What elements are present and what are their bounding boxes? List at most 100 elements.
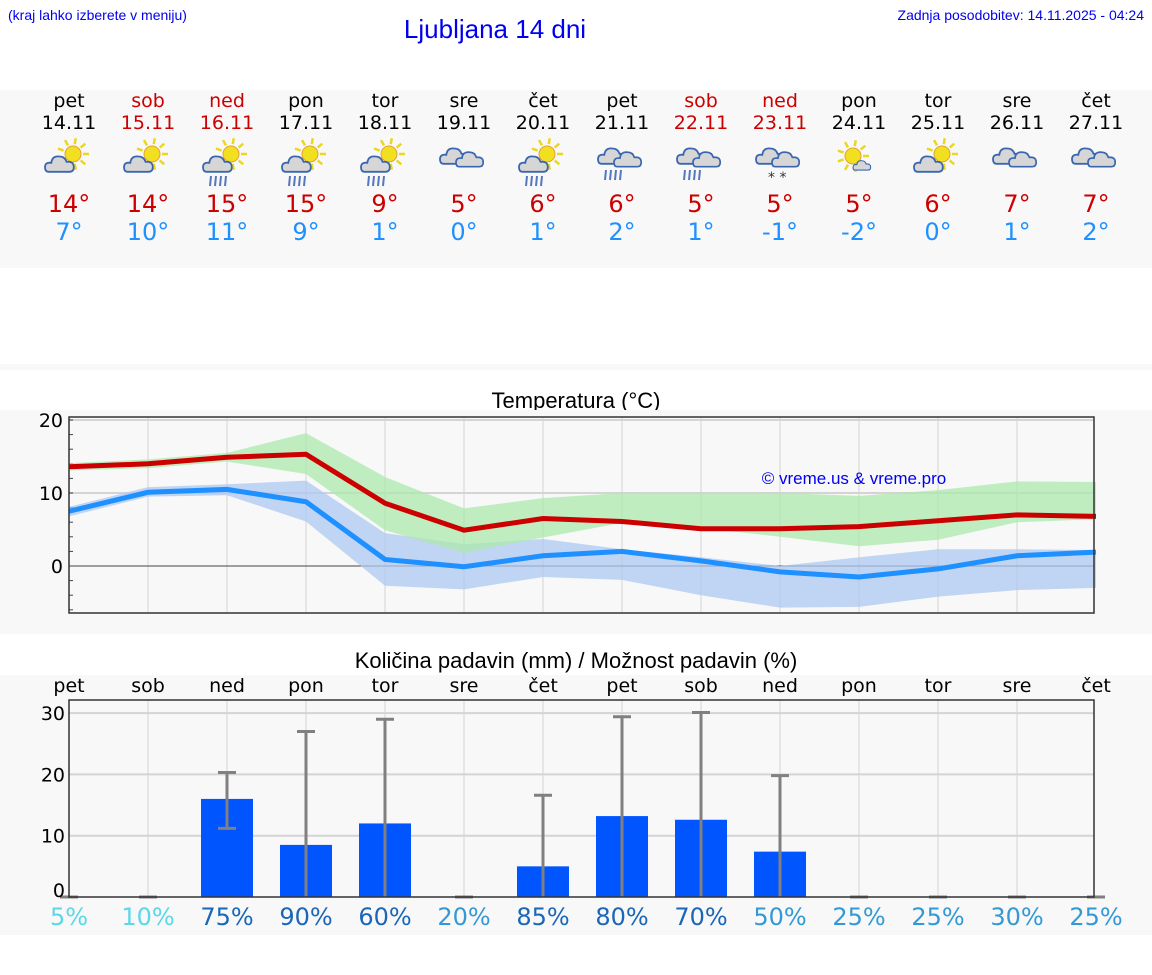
precip-probability: 25% (1069, 903, 1123, 931)
day-name: tor (924, 90, 952, 112)
precip-day-label: sob (131, 675, 165, 697)
y-tick-label: 30 (41, 703, 65, 725)
partly-cloudy-rain-icon (346, 138, 425, 188)
min-temp: 1° (371, 218, 399, 246)
y-tick-label: 10 (41, 826, 65, 848)
cloudy-icon (425, 138, 504, 188)
precip-day-label: sob (684, 675, 718, 697)
partly-cloudy-rain-icon (267, 138, 346, 188)
day-column: čet 27.11 7° 2° (1057, 90, 1136, 246)
max-temp: 9° (371, 190, 399, 218)
day-column: sre 26.11 7° 1° (978, 90, 1057, 246)
day-date: 25.11 (910, 112, 966, 134)
precip-chart-panel (0, 675, 1152, 935)
precip-day-label: ned (209, 675, 245, 697)
precip-day-label: pet (53, 675, 85, 697)
day-date: 22.11 (673, 112, 729, 134)
day-date: 18.11 (357, 112, 413, 134)
min-temp: 10° (126, 218, 170, 246)
max-temp: 6° (924, 190, 952, 218)
min-temp: 0° (450, 218, 478, 246)
precip-chart-title: Količina padavin (mm) / Možnost padavin … (354, 648, 798, 673)
max-temp: 14° (47, 190, 91, 218)
last-update: Zadnja posodobitev: 14.11.2025 - 04:24 (897, 7, 1144, 23)
min-temp: 1° (687, 218, 715, 246)
precip-day-label: čet (528, 675, 558, 697)
precip-day-label: čet (1081, 675, 1111, 697)
day-name: čet (1081, 90, 1111, 112)
day-date: 20.11 (515, 112, 571, 134)
max-temp-line (68, 451, 1097, 533)
partly-cloudy-rain-icon (504, 138, 583, 188)
min-temp: 0° (924, 218, 952, 246)
max-temp: 6° (608, 190, 636, 218)
precip-day-label: sre (1002, 675, 1032, 697)
max-temp: 5° (687, 190, 715, 218)
min-temp: 9° (292, 218, 320, 246)
day-column: pet 14.11 14° 7° (30, 90, 109, 246)
min-temp: -2° (841, 218, 877, 246)
y-tick-label: 20 (41, 764, 65, 786)
max-temp: 7° (1082, 190, 1110, 218)
day-date: 17.11 (278, 112, 334, 134)
day-date: 24.11 (831, 112, 887, 134)
precip-probability: 25% (911, 903, 965, 931)
precip-day-label: pon (288, 675, 324, 697)
max-temp: 15° (205, 190, 249, 218)
day-column: tor 18.11 9° 1° (346, 90, 425, 246)
day-date: 23.11 (752, 112, 808, 134)
y-tick-label: 0 (53, 880, 65, 902)
day-date: 14.11 (41, 112, 97, 134)
day-date: 26.11 (989, 112, 1045, 134)
day-column: ned 16.11 15° 11° (188, 90, 267, 246)
max-temp: 15° (284, 190, 328, 218)
day-date: 19.11 (436, 112, 492, 134)
precip-probability: 30% (990, 903, 1044, 931)
min-temp: 11° (205, 218, 249, 246)
day-column: tor 25.11 6° 0° (899, 90, 978, 246)
day-column: pon 17.11 15° 9° (267, 90, 346, 246)
precip-day-label: tor (371, 675, 399, 697)
day-name: sob (684, 90, 718, 112)
precip-day-label: ned (762, 675, 798, 697)
precip-day-label: pet (606, 675, 638, 697)
day-date: 27.11 (1068, 112, 1124, 134)
day-name: sob (131, 90, 165, 112)
max-temp: 7° (1003, 190, 1031, 218)
day-name: ned (209, 90, 245, 112)
svg-text:* *: * * (768, 170, 786, 186)
y-tick-label: 0 (51, 556, 63, 578)
precip-probability: 5% (49, 903, 89, 931)
precip-day-label: pon (841, 675, 877, 697)
day-column: sob 15.11 14° 10° (109, 90, 188, 246)
cloudy-icon (978, 138, 1057, 188)
cloudy-rain-icon (583, 138, 662, 188)
max-temp: 5° (766, 190, 794, 218)
min-temp: 2° (608, 218, 636, 246)
max-temp: 5° (845, 190, 873, 218)
min-temp: 1° (529, 218, 557, 246)
precip-probability: 50% (753, 903, 807, 931)
precip-probability: 25% (832, 903, 886, 931)
max-temp: 14° (126, 190, 170, 218)
temp-chart-title: Temperatura (°C) (491, 388, 661, 413)
day-column: sob 22.11 5° 1° (662, 90, 741, 246)
partly-cloudy-rain-icon (188, 138, 267, 188)
precip-probability: 85% (516, 903, 570, 931)
precip-probability: 20% (437, 903, 491, 931)
precip-probability: 75% (200, 903, 254, 931)
day-name: sre (1002, 90, 1032, 112)
precip-probability: 10% (121, 903, 175, 931)
day-column: pet 21.11 6° 2° (583, 90, 662, 246)
day-column: ned 23.11 * * 5° -1° (741, 90, 820, 246)
watermark: © vreme.us & vreme.pro (762, 469, 946, 488)
plot-frame (68, 699, 1095, 898)
day-name: tor (371, 90, 399, 112)
day-name: ned (762, 90, 798, 112)
page-title: Ljubljana 14 dni (403, 14, 587, 44)
day-date: 15.11 (120, 112, 176, 134)
min-temp: 7° (55, 218, 83, 246)
day-column: pon 24.11 5° -2° (820, 90, 899, 246)
